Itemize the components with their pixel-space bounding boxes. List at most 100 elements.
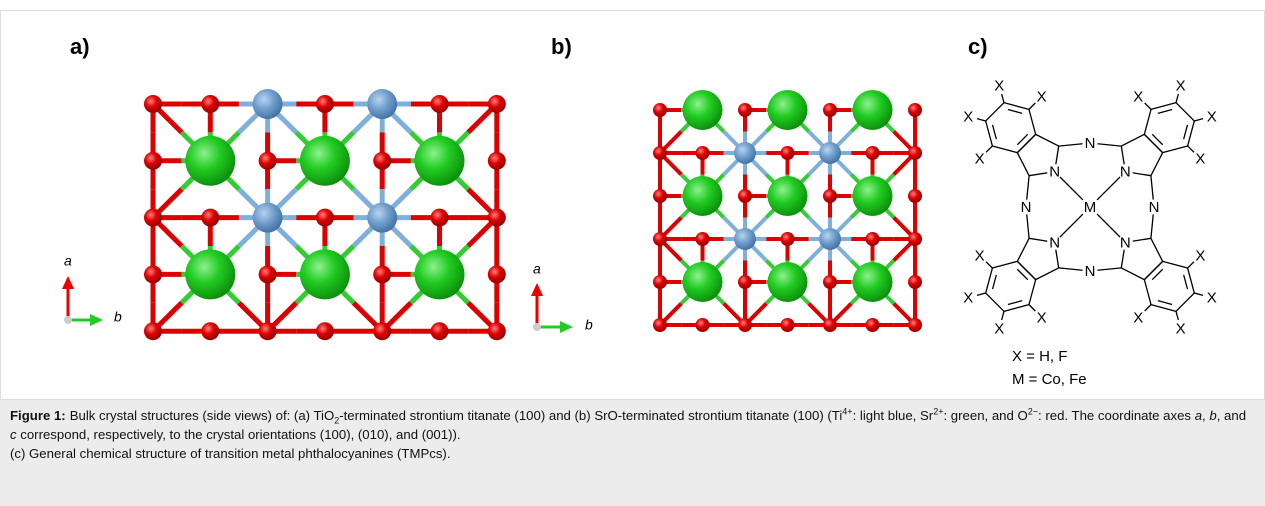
atom [768,176,808,216]
atom [819,228,841,250]
atom [683,90,723,130]
atom [201,209,219,227]
atom [696,146,710,160]
atom [734,228,756,250]
caption-run: 2+ [933,407,943,417]
atom [908,189,922,203]
page: XXXXNXXXXNXXXXNXXXXNNNNNM a) b) c) a b a… [0,0,1265,506]
atom [866,318,880,332]
atom [201,322,219,340]
axis-label: b [585,317,593,333]
axis-label: a [64,253,72,269]
atom [653,103,667,117]
atom [908,146,922,160]
atom [653,146,667,160]
atom [823,275,837,289]
atom [653,318,667,332]
atom-label: X [1176,321,1186,338]
caption: Figure 1:Bulk crystal structures (side v… [0,400,1265,506]
atom [431,95,449,113]
atom-label: N [1049,164,1060,181]
atom [259,265,277,283]
atom-label: N [1085,135,1096,152]
atom [144,265,162,283]
atom [367,89,397,119]
atom [653,189,667,203]
atom [185,249,235,299]
atom [488,322,506,340]
origin [533,323,541,331]
caption-text: Bulk crystal structures (side views) of:… [10,408,1246,442]
atom [144,209,162,227]
caption-run: Bulk crystal structures (side views) of:… [70,408,335,423]
atom [781,146,795,160]
caption-run: a [1195,408,1202,423]
atom-label: N [1021,199,1032,216]
atom [488,265,506,283]
caption-run: correspond, respectively, to the crystal… [17,427,461,442]
figure-frame [1,11,1265,400]
atom-label: X [1037,309,1047,326]
axis-label: b [114,309,122,325]
atom [696,318,710,332]
atom [738,189,752,203]
panel-label: c) [968,34,988,59]
atom [768,262,808,302]
atom-label: X [975,151,985,168]
atom [253,89,283,119]
atom-label: X [1207,290,1217,307]
atom [316,209,334,227]
atom [823,189,837,203]
legend-line: M = Co, Fe [1012,371,1087,388]
caption-run: : red. The coordinate axes [1038,408,1195,423]
caption-note: (c) General chemical structure of transi… [10,444,1255,463]
atom-label: X [1133,89,1143,106]
atom [738,103,752,117]
atom [300,249,350,299]
panel-label: b) [551,34,572,59]
caption-main: Figure 1:Bulk crystal structures (side v… [10,406,1255,444]
atom [653,232,667,246]
atom [201,95,219,113]
atom [488,95,506,113]
atom [253,203,283,233]
atom [781,318,795,332]
atom [738,318,752,332]
atom [653,275,667,289]
atom-label: X [1207,108,1217,125]
atom [768,90,808,130]
atom [683,176,723,216]
atom [373,265,391,283]
atom-label: X [1195,151,1205,168]
caption-run: : light blue, Sr [853,408,934,423]
atom [415,136,465,186]
atom [144,95,162,113]
atom [367,203,397,233]
atom [144,152,162,170]
caption-run: , and [1217,408,1246,423]
panel-label: a) [70,34,90,59]
atom [683,262,723,302]
origin [64,316,72,324]
atom [300,136,350,186]
caption-run: b [1209,408,1216,423]
atom-label: N [1120,234,1131,251]
atom [488,152,506,170]
atom [908,103,922,117]
atom [696,232,710,246]
atom [259,322,277,340]
atom [488,209,506,227]
atom-label: X [994,321,1004,338]
figure: XXXXNXXXXNXXXXNXXXXNNNNNM a) b) c) a b a… [0,0,1265,400]
atom [259,152,277,170]
atom-label: N [1120,164,1131,181]
atom [373,322,391,340]
atom [823,318,837,332]
atom [853,262,893,302]
atom-label: N [1149,199,1160,216]
atom [316,322,334,340]
atom-label: X [963,108,973,125]
atom [908,232,922,246]
atom-label: X [1176,77,1186,94]
caption-run: c [10,427,17,442]
